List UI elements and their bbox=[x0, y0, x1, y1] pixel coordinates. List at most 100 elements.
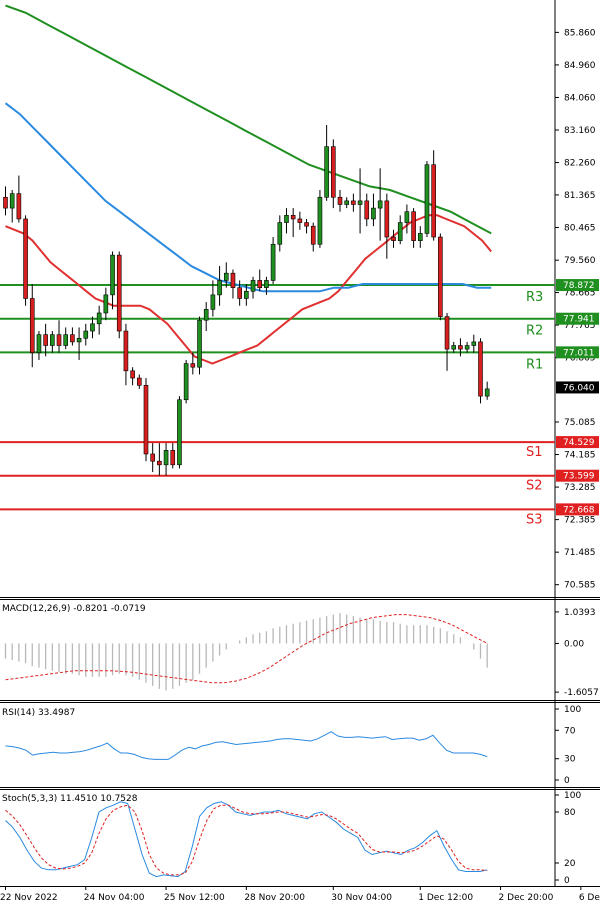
stoch-title: Stoch(5,3,3) 11.4510 10.7528 bbox=[2, 794, 138, 804]
candle-body bbox=[270, 243, 276, 281]
candle-body bbox=[357, 200, 363, 205]
candle-body bbox=[411, 211, 416, 241]
level-name-s1: S1 bbox=[526, 445, 543, 460]
y-tick-label: 71.485 bbox=[564, 548, 596, 558]
moving-average-line bbox=[5, 4, 492, 235]
candle-body bbox=[438, 236, 443, 317]
level-tag-r1: 77.011 bbox=[563, 348, 595, 358]
candle-body bbox=[451, 345, 457, 350]
last-price-label: 76.040 bbox=[563, 383, 595, 393]
candle-body bbox=[76, 337, 82, 343]
y-tick-label: 81.365 bbox=[564, 191, 596, 201]
level-tag-bg bbox=[556, 346, 599, 359]
candle-body bbox=[183, 363, 189, 401]
level-tag-bg bbox=[556, 503, 599, 516]
candle-body bbox=[331, 146, 336, 198]
candlesticks bbox=[3, 124, 490, 476]
x-tick-label: 25 Nov 12:00 bbox=[164, 893, 225, 903]
stoch-signal-line bbox=[5, 804, 488, 876]
y-tick-label: 77.765 bbox=[564, 321, 596, 331]
candle-body bbox=[163, 450, 169, 466]
candle-body bbox=[150, 453, 155, 462]
candle-body bbox=[210, 294, 216, 310]
level-tag-r2: 77.941 bbox=[563, 315, 595, 325]
level-name-r1: R1 bbox=[526, 357, 543, 372]
candle-body bbox=[458, 345, 463, 350]
price-axis: 85.860 84.960 84.060 83.160 82.260 81.365 80.4… bbox=[555, 28, 596, 591]
candle-body bbox=[484, 388, 490, 397]
y-tick-label: 84.960 bbox=[564, 61, 596, 71]
candle-body bbox=[56, 334, 62, 346]
candle-body bbox=[351, 200, 356, 205]
candle-body bbox=[217, 280, 222, 296]
candle-body bbox=[203, 309, 209, 321]
candle-body bbox=[157, 460, 162, 466]
candle-body bbox=[237, 287, 242, 299]
candle-body bbox=[23, 218, 28, 299]
candle-body bbox=[344, 200, 349, 205]
macd-panel: MACD(12,26,9) -0.8201 -0.0719 1.0393 0.00 -… bbox=[2, 604, 599, 698]
candle-body bbox=[16, 193, 22, 220]
y-tick-label: 80.465 bbox=[564, 223, 596, 233]
candle-body bbox=[431, 164, 436, 238]
macd-y-tick-label: 0.00 bbox=[564, 639, 584, 649]
candle-body bbox=[197, 319, 202, 368]
candle-body bbox=[190, 363, 196, 368]
candle-body bbox=[317, 196, 323, 245]
candle-body bbox=[290, 215, 296, 220]
y-tick-label: 76.865 bbox=[564, 354, 596, 364]
candle-body bbox=[83, 330, 89, 339]
candle-body bbox=[397, 222, 403, 241]
candle-body bbox=[297, 218, 303, 223]
candle-body bbox=[337, 196, 343, 205]
level-name-r3: R3 bbox=[526, 290, 543, 305]
rsi-y-tick-label: 0 bbox=[564, 776, 570, 786]
level-tag-s3: 72.668 bbox=[563, 505, 595, 515]
level-name-s3: S3 bbox=[526, 512, 543, 527]
y-tick-label: 70.585 bbox=[564, 581, 596, 591]
candle-body bbox=[143, 384, 149, 455]
y-tick-label: 78.665 bbox=[564, 289, 596, 299]
y-tick-label: 74.185 bbox=[564, 451, 596, 461]
y-tick-label: 85.860 bbox=[564, 28, 596, 38]
macd-y-tick-label: -1.6057 bbox=[564, 688, 599, 698]
candle-body bbox=[277, 222, 283, 245]
last-price-bg bbox=[556, 381, 599, 394]
candle-body bbox=[96, 312, 102, 325]
candle-body bbox=[3, 196, 8, 209]
support-resistance-levels: R3 R2 R1 S1 S2 S3 bbox=[0, 284, 555, 527]
candle-body bbox=[137, 377, 142, 386]
stoch-y-tick-label: 100 bbox=[564, 791, 581, 801]
x-tick-label: 2 Dec 20:00 bbox=[499, 893, 554, 903]
level-name-r2: R2 bbox=[526, 324, 543, 339]
x-tick-label: 6 Dec 00:00 bbox=[579, 893, 600, 903]
level-tag-r3: 78.872 bbox=[563, 281, 595, 291]
time-axis: 22 Nov 2022 24 Nov 04:00 25 Nov 12:00 28 No… bbox=[0, 886, 600, 903]
y-tick-label: 79.560 bbox=[564, 256, 596, 266]
candle-body bbox=[391, 236, 396, 241]
candle-body bbox=[223, 272, 229, 281]
candle-body bbox=[257, 280, 263, 288]
candle-body bbox=[464, 345, 470, 350]
level-tag-bg bbox=[556, 279, 599, 292]
x-tick-label: 24 Nov 04:00 bbox=[84, 893, 145, 903]
macd-y-tick-label: 1.0393 bbox=[564, 608, 596, 618]
candle-body bbox=[50, 334, 55, 346]
x-tick-label: 22 Nov 2022 bbox=[0, 893, 58, 903]
candle-body bbox=[244, 290, 249, 299]
candle-body bbox=[324, 146, 329, 198]
y-tick-label: 72.385 bbox=[564, 516, 596, 526]
candle-body bbox=[63, 334, 69, 346]
candle-body bbox=[377, 200, 383, 209]
rsi-line bbox=[5, 731, 488, 760]
candle-body bbox=[264, 280, 269, 288]
y-tick-label: 73.285 bbox=[564, 483, 596, 493]
candle-body bbox=[364, 200, 370, 220]
rsi-panel: RSI(14) 33.4987 100 70 30 0 bbox=[2, 705, 581, 786]
candle-body bbox=[9, 193, 15, 209]
y-tick-label: 82.260 bbox=[564, 159, 596, 169]
candle-body bbox=[371, 207, 376, 220]
stoch-y-tick-label: 0 bbox=[564, 876, 570, 886]
candle-body bbox=[444, 316, 450, 350]
